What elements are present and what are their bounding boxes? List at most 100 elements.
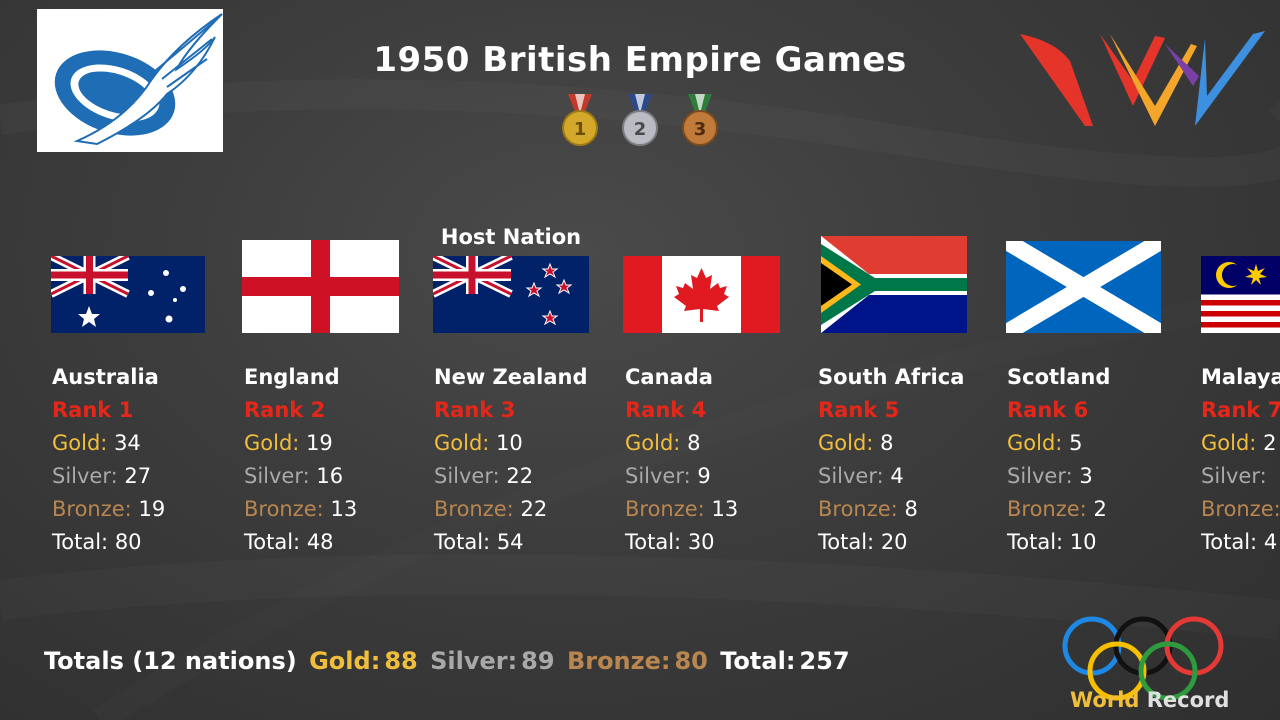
bronze-label: Bronze:: [434, 497, 514, 521]
canada-flag-icon: [623, 256, 780, 333]
bronze-label: Bronze:: [1201, 497, 1280, 521]
england-flag-icon: [242, 240, 399, 333]
totals-total-value: 257: [799, 647, 850, 675]
nation-name: England: [244, 365, 340, 389]
watermark-record: Record: [1146, 688, 1230, 712]
south-africa-flag-icon: [821, 236, 967, 333]
bronze-medal-icon: 3: [682, 94, 718, 146]
total-label: Total:: [1007, 530, 1064, 554]
nation-name: Malaya: [1201, 365, 1280, 389]
total-count: 20: [880, 530, 908, 554]
totals-gold-value: 88: [384, 647, 418, 675]
bronze-count: 2: [1093, 497, 1107, 521]
silver-label: Silver:: [818, 464, 884, 488]
total-count: 10: [1069, 530, 1097, 554]
bronze-label: Bronze:: [818, 497, 898, 521]
gold-label: Gold:: [244, 431, 300, 455]
total-count: 30: [687, 530, 715, 554]
nation-name: Australia: [52, 365, 159, 389]
world-record-watermark: World Record: [1070, 688, 1229, 712]
silver-medal-icon: 2: [622, 94, 658, 146]
bronze-count: 8: [904, 497, 918, 521]
totals-bronze-label: Bronze:: [566, 647, 671, 675]
nation-name: New Zealand: [434, 365, 588, 389]
silver-count: 9: [697, 464, 711, 488]
silver-count: 4: [890, 464, 904, 488]
silver-label: Silver:: [1201, 464, 1267, 488]
total-count: 4: [1263, 530, 1278, 554]
watermark-world: World: [1070, 688, 1140, 712]
bronze-count: 13: [711, 497, 739, 521]
games-v-logo: [1020, 31, 1265, 126]
nation-rank: Rank 2: [244, 398, 326, 422]
gold-label: Gold:: [434, 431, 490, 455]
total-count: 48: [306, 530, 334, 554]
nation-card-malaya: Malaya Rank 7 Gold: 2 Silver: Bronze: To…: [1201, 361, 1280, 559]
total-count: 54: [496, 530, 524, 554]
total-label: Total:: [434, 530, 491, 554]
bronze-label: Bronze:: [52, 497, 132, 521]
page-title: 1950 British Empire Games: [373, 40, 907, 80]
silver-label: Silver:: [625, 464, 691, 488]
gold-label: Gold:: [625, 431, 681, 455]
total-count: 80: [114, 530, 142, 554]
australia-flag-icon: [51, 256, 205, 333]
gold-medal-icon: 1: [562, 94, 598, 146]
new-zealand-flag-icon: [433, 256, 589, 333]
totals-bronze-value: 80: [674, 647, 708, 675]
nation-rank: Rank 1: [52, 398, 134, 422]
silver-count: 27: [124, 464, 152, 488]
gold-count: 34: [114, 431, 141, 455]
totals-silver-value: 89: [521, 647, 555, 675]
nation-rank: Rank 7: [1201, 398, 1280, 422]
bronze-count: 22: [520, 497, 548, 521]
totals-silver-label: Silver:: [430, 647, 518, 675]
gold-count: 19: [306, 431, 333, 455]
silver-label: Silver:: [244, 464, 310, 488]
gold-count: 2: [1263, 431, 1277, 455]
medal-number: 2: [634, 119, 647, 140]
total-label: Total:: [818, 530, 875, 554]
medals-icon-group: 1 2 3: [562, 94, 718, 146]
silver-count: 3: [1079, 464, 1093, 488]
host-nation-label: Host Nation: [440, 225, 582, 249]
nation-card-new-zealand: New Zealand Rank 3 Gold: 10 Silver: 22 B…: [434, 361, 588, 559]
nation-card-scotland: Scotland Rank 6 Gold: 5 Silver: 3 Bronze…: [1007, 361, 1110, 559]
nation-rank: Rank 4: [625, 398, 707, 422]
total-label: Total:: [52, 530, 109, 554]
totals-total-label: Total:: [720, 647, 796, 675]
nation-card-australia: Australia Rank 1 Gold: 34 Silver: 27 Bro…: [52, 361, 165, 559]
silver-count: 16: [316, 464, 344, 488]
silver-count: 22: [506, 464, 534, 488]
gold-label: Gold:: [818, 431, 874, 455]
nation-rank: Rank 3: [434, 398, 516, 422]
games-emblem-logo: [37, 9, 223, 152]
nation-card-canada: Canada Rank 4 Gold: 8 Silver: 9 Bronze: …: [625, 361, 738, 559]
silver-label: Silver:: [1007, 464, 1073, 488]
nation-rank: Rank 6: [1007, 398, 1089, 422]
silver-label: Silver:: [434, 464, 500, 488]
scotland-flag-icon: [1006, 241, 1161, 333]
totals-prefix: Totals (12 nations): [44, 647, 297, 675]
olympic-rings-icon: [1062, 616, 1224, 701]
malaya-flag-icon: [1201, 256, 1280, 333]
gold-count: 8: [687, 431, 701, 455]
bronze-label: Bronze:: [1007, 497, 1087, 521]
gold-label: Gold:: [1007, 431, 1063, 455]
gold-count: 10: [496, 431, 523, 455]
nation-name: Scotland: [1007, 365, 1111, 389]
silver-label: Silver:: [52, 464, 118, 488]
gold-count: 8: [880, 431, 894, 455]
nation-rank: Rank 5: [818, 398, 900, 422]
totals-summary: Totals (12 nations) Gold: 88 Silver: 89 Br…: [44, 647, 854, 675]
nation-name: South Africa: [818, 365, 965, 389]
nation-card-england: England Rank 2 Gold: 19 Silver: 16 Bronz…: [244, 361, 357, 559]
total-label: Total:: [244, 530, 301, 554]
bronze-label: Bronze:: [625, 497, 705, 521]
nation-name: Canada: [625, 365, 713, 389]
gold-label: Gold:: [52, 431, 108, 455]
medal-number: 3: [694, 119, 707, 140]
bronze-count: 19: [138, 497, 166, 521]
gold-label: Gold:: [1201, 431, 1257, 455]
totals-gold-label: Gold:: [309, 647, 381, 675]
